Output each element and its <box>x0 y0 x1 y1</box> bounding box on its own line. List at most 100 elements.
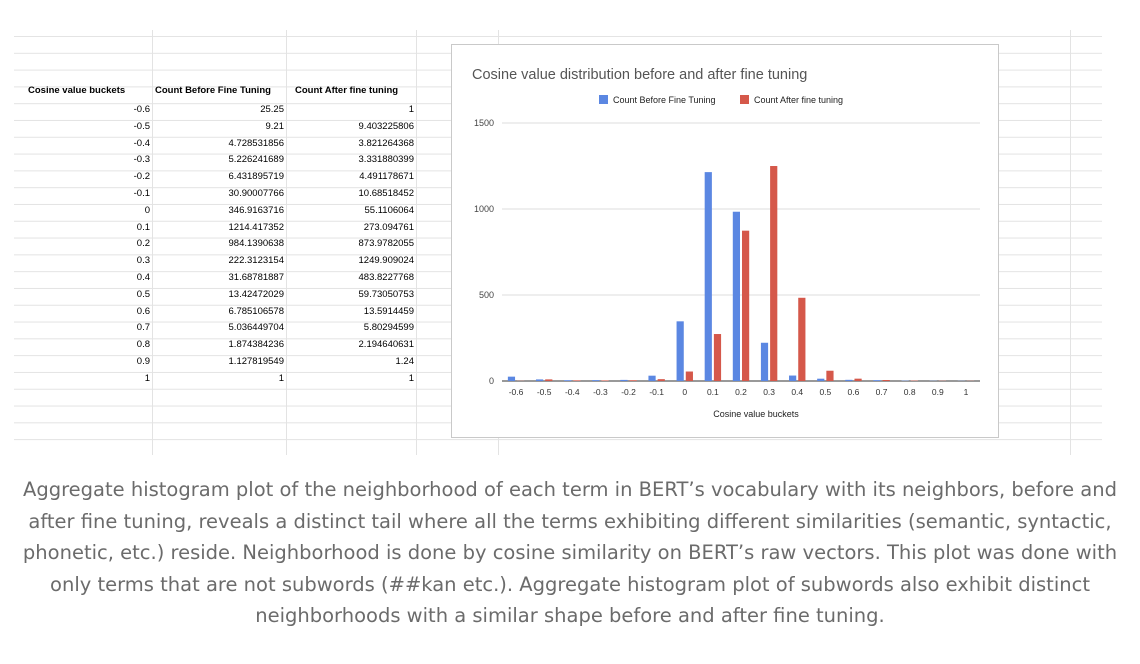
column-divider <box>152 30 153 455</box>
column-before: 25.25 9.21 4.728531856 5.226241689 6.4318957… <box>152 102 284 388</box>
header-count-after[interactable]: Count After fine tuning <box>295 85 399 96</box>
count-after-cell[interactable]: 10.68518452 <box>358 187 414 199</box>
count-before-cell[interactable]: 6.785106578 <box>228 305 284 317</box>
bucket-cell[interactable]: 0.5 <box>136 288 150 300</box>
bucket-cell[interactable]: 0.1 <box>136 221 150 233</box>
bar-before <box>535 379 544 381</box>
y-tick-label: 1500 <box>474 118 494 128</box>
bucket-cell[interactable]: 0.8 <box>136 339 150 351</box>
bar-after <box>798 297 806 381</box>
bar-after <box>882 380 890 381</box>
count-after-cell[interactable]: 873.9782055 <box>358 238 414 250</box>
bar-after <box>657 379 665 381</box>
count-after-cell[interactable]: 13.5914459 <box>363 305 414 317</box>
chart[interactable]: Cosine value distribution before and aft… <box>451 44 999 438</box>
legend-swatch <box>599 95 608 104</box>
x-tick-label: 0.8 <box>904 387 916 397</box>
count-before-cell[interactable]: 1.127819549 <box>228 355 284 367</box>
bucket-cell[interactable]: 1 <box>144 372 150 384</box>
bar-before <box>676 321 684 381</box>
bucket-cell[interactable]: -0.3 <box>133 154 150 166</box>
bar-before <box>789 375 797 381</box>
figure-caption: Aggregate histogram plot of the neighbor… <box>22 478 1118 627</box>
count-before-cell[interactable]: 6.431895719 <box>228 171 284 183</box>
count-before-cell[interactable]: 5.226241689 <box>228 154 284 166</box>
bar-before <box>845 379 853 381</box>
bucket-cell[interactable]: -0.1 <box>133 187 150 199</box>
count-before-cell[interactable]: 1214.417352 <box>228 221 284 233</box>
y-tick-label: 0 <box>489 376 494 386</box>
count-before-cell[interactable]: 346.9163716 <box>228 204 284 216</box>
bar-before <box>507 376 516 381</box>
count-after-cell[interactable]: 1 <box>408 104 414 115</box>
count-after-cell[interactable]: 59.73050753 <box>358 288 414 300</box>
count-after-cell[interactable]: 2.194640631 <box>358 339 414 351</box>
x-tick-label: 0.2 <box>735 387 747 397</box>
bucket-cell[interactable]: 0.6 <box>136 305 150 317</box>
x-tick-label: 0 <box>682 387 687 397</box>
count-before-cell[interactable]: 25.25 <box>260 104 284 115</box>
x-tick-label: 0.3 <box>763 387 775 397</box>
count-after-cell[interactable]: 3.331880399 <box>358 154 414 166</box>
x-tick-label: -0.2 <box>621 387 636 397</box>
count-before-cell[interactable]: 9.21 <box>265 120 285 132</box>
bar-after <box>826 370 834 381</box>
legend-swatch <box>740 95 749 104</box>
header-cosine-buckets[interactable]: Cosine value buckets <box>28 85 126 96</box>
chart-canvas: Cosine value distribution before and aft… <box>472 67 980 419</box>
bar-before <box>704 172 712 381</box>
bar-before <box>873 380 881 381</box>
x-tick-label: 0.7 <box>876 387 888 397</box>
count-before-cell[interactable]: 1 <box>278 372 284 384</box>
bar-before <box>732 211 740 381</box>
column-divider <box>286 30 287 455</box>
bar-after <box>742 230 750 381</box>
x-tick-label: 0.9 <box>932 387 944 397</box>
count-after-cell[interactable]: 483.8227768 <box>358 271 414 283</box>
count-after-cell[interactable]: 1.24 <box>395 355 415 367</box>
count-after-cell[interactable]: 1249.909024 <box>358 255 414 267</box>
y-tick-label: 1000 <box>474 204 494 214</box>
bucket-cell[interactable]: -0.6 <box>133 104 150 115</box>
bucket-cell[interactable]: 0.4 <box>136 271 150 283</box>
legend-label: Count After fine tuning <box>754 95 843 105</box>
count-before-cell[interactable]: 30.90007766 <box>228 187 284 199</box>
bar-after <box>854 378 862 381</box>
bar-after <box>770 166 778 381</box>
bar-after <box>713 334 722 381</box>
bucket-cell[interactable]: -0.2 <box>133 171 150 183</box>
count-before-cell[interactable]: 984.1390638 <box>228 238 284 250</box>
x-axis-title: Cosine value buckets <box>713 409 799 419</box>
header-count-before[interactable]: Count Before Fine Tuning <box>155 85 271 96</box>
bar-before <box>592 380 600 381</box>
bar-after <box>573 380 581 381</box>
bar-before <box>564 380 572 381</box>
count-before-cell[interactable]: 13.42472029 <box>228 288 284 300</box>
count-after-cell[interactable]: 3.821264368 <box>358 137 414 149</box>
count-before-cell[interactable]: 31.68781887 <box>228 271 284 283</box>
bucket-cell[interactable]: 0 <box>144 204 150 216</box>
bucket-cell[interactable]: -0.5 <box>133 120 150 132</box>
bucket-cell[interactable]: 0.7 <box>136 322 150 334</box>
legend-label: Count Before Fine Tuning <box>613 95 716 105</box>
bucket-cell[interactable]: 0.9 <box>136 355 150 367</box>
count-after-cell[interactable]: 9.403225806 <box>358 120 414 132</box>
bucket-cell[interactable]: 0.3 <box>136 255 150 267</box>
count-after-cell[interactable]: 1 <box>408 372 414 384</box>
count-before-cell[interactable]: 222.3123154 <box>228 255 284 267</box>
count-after-cell[interactable]: 55.1106064 <box>364 204 415 216</box>
count-before-cell[interactable]: 1.874384236 <box>228 339 284 351</box>
bucket-cell[interactable]: -0.4 <box>133 137 150 149</box>
count-after-cell[interactable]: 4.491178671 <box>359 171 414 183</box>
column-divider <box>1070 30 1071 455</box>
column-buckets: -0.6 -0.5 -0.4 -0.3 -0.2 -0.1 0 0.1 0.2 0.3 0.4 0.5… <box>14 102 150 388</box>
count-before-cell[interactable]: 5.036449704 <box>228 322 284 334</box>
x-tick-label: -0.4 <box>565 387 580 397</box>
bucket-cell[interactable]: 0.2 <box>136 238 150 250</box>
count-before-cell[interactable]: 4.728531856 <box>228 137 284 149</box>
column-after: 1 9.403225806 3.821264368 3.331880399 4.4911… <box>286 102 414 388</box>
count-after-cell[interactable]: 273.094761 <box>363 221 414 233</box>
bar-after <box>545 379 553 381</box>
x-tick-label: -0.5 <box>537 387 552 397</box>
count-after-cell[interactable]: 5.80294599 <box>363 322 414 334</box>
